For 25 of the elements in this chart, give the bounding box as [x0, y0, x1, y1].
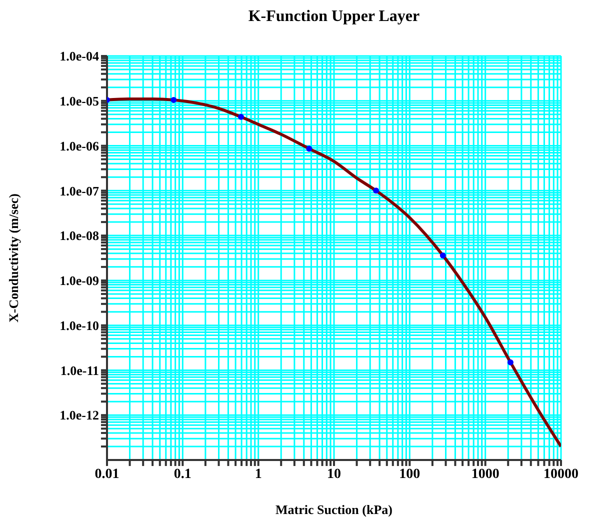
y-tick-label: 1.0e-12 — [60, 408, 99, 423]
y-tick-label: 1.0e-06 — [60, 138, 100, 154]
chart-title: K-Function Upper Layer — [247, 8, 421, 26]
point — [170, 96, 177, 103]
point — [440, 252, 446, 258]
x-tick-label: 1000 — [471, 466, 500, 482]
x-tick-label: 0.1 — [174, 466, 192, 482]
y-axis-title: X-Conductivity (m/sec) — [6, 194, 22, 322]
x-tick-label: 1 — [254, 466, 262, 482]
y-tick-label: 1.0e-10 — [60, 318, 99, 333]
y-tick-label: 1.0e-08 — [60, 228, 100, 244]
y-tick-label: 1.0e-05 — [60, 94, 100, 109]
x-tick-label: 100 — [399, 466, 420, 482]
point — [373, 188, 380, 194]
x-tick-label: 0.01 — [94, 466, 120, 482]
point — [306, 146, 312, 152]
x-tick-label: 10 — [327, 466, 341, 482]
point — [507, 359, 514, 366]
x-tick-label: 10000 — [544, 466, 578, 482]
y-tick-label: 1.0e-07 — [60, 183, 100, 198]
y-tick-label: 1.0e-11 — [60, 362, 99, 378]
x-axis-title: Matric Suction (kPa) — [274, 502, 394, 518]
point — [238, 114, 244, 120]
y-tick-label: 1.0e-09 — [60, 273, 100, 288]
y-tick-label: 1.0e-04 — [60, 48, 100, 64]
